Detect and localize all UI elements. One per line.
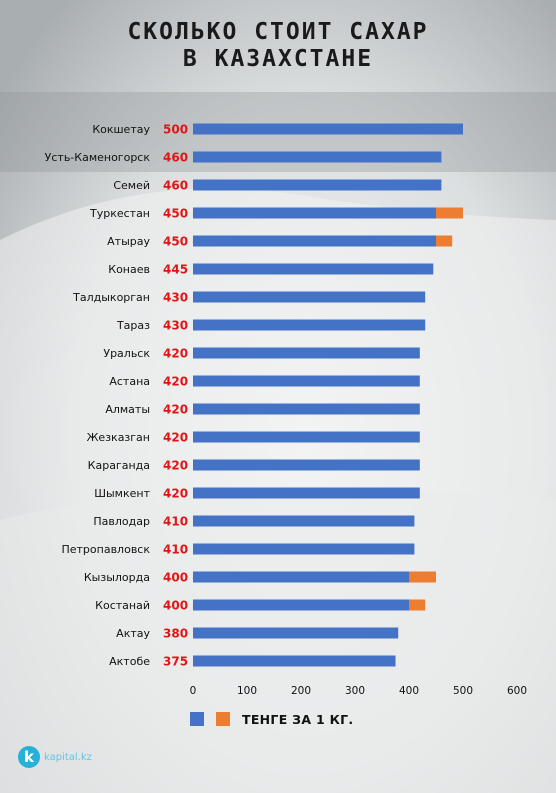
city-label: Семей [113, 179, 150, 192]
bar-base [193, 179, 442, 191]
bar-base [193, 571, 409, 583]
price-label: 420 [163, 431, 188, 445]
city-label: Караганда [88, 459, 150, 472]
bar-base [193, 291, 426, 303]
city-label: Тараз [116, 319, 150, 332]
city-label: Кокшетау [92, 123, 150, 136]
legend-swatch-range [216, 712, 230, 726]
bar-base [193, 319, 426, 331]
city-label: Кызылорда [84, 571, 150, 584]
title-line-2: В КАЗАХСТАНЕ [182, 46, 374, 72]
legend: ТЕНГЕ ЗА 1 КГ. [190, 710, 353, 728]
bar-base [193, 347, 420, 359]
x-tick-label: 0 [190, 685, 197, 697]
city-label: Шымкент [94, 487, 150, 500]
bar-base [193, 431, 420, 443]
bar-base [193, 655, 396, 667]
brand-logo: k kapital.kz [18, 746, 92, 768]
city-label: Жезказган [87, 431, 150, 444]
bar-range [409, 599, 426, 611]
price-label: 375 [163, 655, 188, 669]
price-label: 420 [163, 375, 188, 389]
brand-name: kapital.kz [44, 751, 92, 763]
bar-range [436, 207, 463, 219]
bar-range [436, 235, 453, 247]
city-label: Алматы [105, 403, 150, 416]
bar-base [193, 263, 434, 275]
city-label: Петропавловск [61, 543, 150, 556]
bar-base [193, 627, 399, 639]
city-label: Уральск [103, 347, 150, 360]
price-label: 420 [163, 347, 188, 361]
price-label: 500 [163, 123, 188, 137]
city-label: Павлодар [93, 515, 150, 528]
city-label: Конаев [108, 263, 150, 276]
bar-base [193, 403, 420, 415]
city-label: Костанай [95, 599, 150, 612]
price-label: 460 [163, 179, 188, 193]
header: СКОЛЬКО СТОИТ САХАР В КАЗАХСТАНЕ [0, 0, 556, 92]
price-label: 445 [163, 263, 188, 277]
x-tick-label: 100 [237, 685, 257, 697]
bar-base [193, 151, 442, 163]
x-tick-label: 300 [345, 685, 365, 697]
title-line-1: СКОЛЬКО СТОИТ САХАР [127, 19, 429, 45]
bar-base [193, 235, 436, 247]
price-label: 410 [163, 543, 188, 557]
bar-base [193, 487, 420, 499]
price-label: 430 [163, 319, 188, 333]
city-label: Астана [109, 375, 150, 388]
city-label: Актау [116, 627, 150, 640]
legend-label: ТЕНГЕ ЗА 1 КГ. [242, 711, 354, 727]
price-label: 420 [163, 403, 188, 417]
bar-base [193, 515, 415, 527]
bar-base [193, 543, 415, 555]
bar-base [193, 599, 409, 611]
legend-swatch-primary [190, 712, 204, 726]
city-label: Талдыкорган [72, 291, 150, 304]
price-label: 430 [163, 291, 188, 305]
price-label: 420 [163, 459, 188, 473]
x-tick-label: 200 [291, 685, 311, 697]
brand-icon: k [18, 746, 40, 768]
city-label: Туркестан [89, 207, 150, 220]
x-tick-label: 500 [453, 685, 473, 697]
price-label: 380 [163, 627, 188, 641]
bar-base [193, 123, 463, 135]
bar-range [409, 571, 436, 583]
price-label: 420 [163, 487, 188, 501]
city-label: Атырау [107, 235, 150, 248]
city-label: Усть-Каменогорск [45, 151, 151, 164]
bar-base [193, 375, 420, 387]
city-label: Актобе [109, 655, 150, 668]
bar-base [193, 207, 436, 219]
x-tick-label: 600 [507, 685, 527, 697]
x-tick-label: 400 [399, 685, 419, 697]
price-label: 410 [163, 515, 188, 529]
bar-base [193, 459, 420, 471]
price-label: 460 [163, 151, 188, 165]
